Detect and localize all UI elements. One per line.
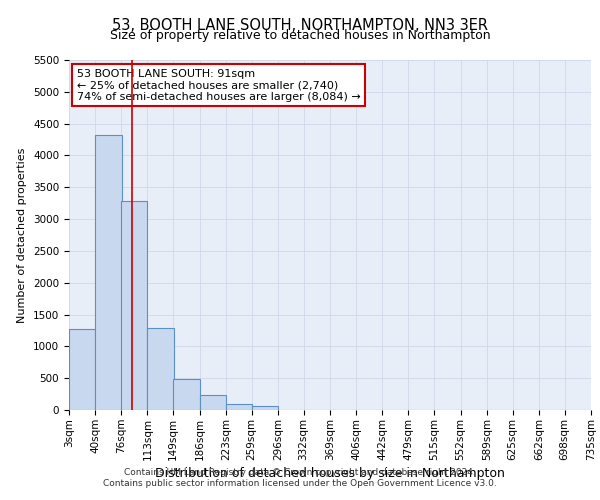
Bar xyxy=(226,404,252,410)
Bar xyxy=(251,406,278,410)
Text: Contains HM Land Registry data © Crown copyright and database right 2024.
Contai: Contains HM Land Registry data © Crown c… xyxy=(103,468,497,487)
Text: 53, BOOTH LANE SOUTH, NORTHAMPTON, NN3 3ER: 53, BOOTH LANE SOUTH, NORTHAMPTON, NN3 3… xyxy=(112,18,488,32)
Bar xyxy=(173,380,199,410)
X-axis label: Distribution of detached houses by size in Northampton: Distribution of detached houses by size … xyxy=(155,466,505,479)
Bar xyxy=(199,396,226,410)
Text: Size of property relative to detached houses in Northampton: Size of property relative to detached ho… xyxy=(110,29,490,42)
Bar xyxy=(69,329,95,410)
Text: 53 BOOTH LANE SOUTH: 91sqm
← 25% of detached houses are smaller (2,740)
74% of s: 53 BOOTH LANE SOUTH: 91sqm ← 25% of deta… xyxy=(77,69,361,102)
Bar xyxy=(95,135,122,410)
Bar xyxy=(121,202,148,410)
Bar xyxy=(148,328,174,410)
Y-axis label: Number of detached properties: Number of detached properties xyxy=(17,148,28,322)
